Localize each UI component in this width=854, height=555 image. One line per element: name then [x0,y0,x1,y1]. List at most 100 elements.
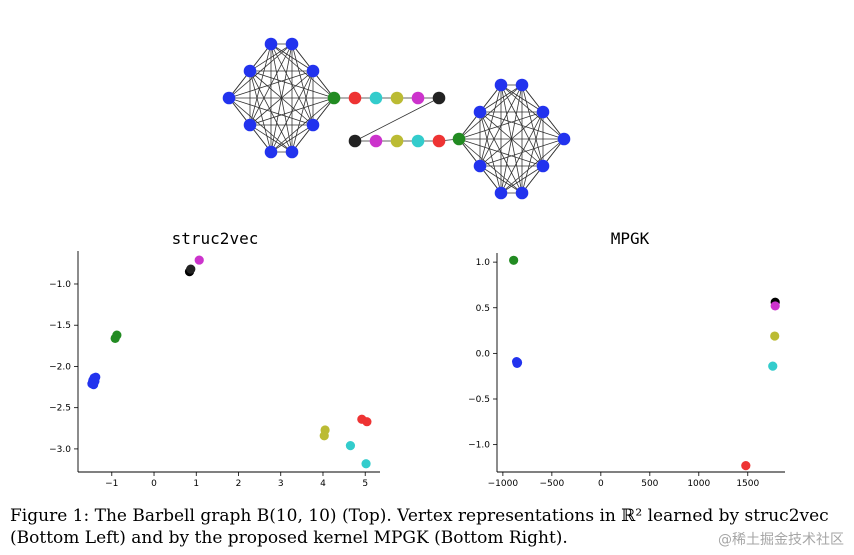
x-tick-label: 1 [193,479,199,489]
graph-node [557,132,571,146]
y-tick-label: −1.0 [49,280,71,290]
scatter-point [91,372,101,382]
y-tick-label: −3.0 [49,445,71,455]
x-tick-label: 5 [362,479,368,489]
graph-edge [270,124,314,153]
graph-edge [354,97,440,142]
scatter-point [319,431,329,441]
scatter-point [770,331,780,341]
graph-edge [458,111,544,140]
graph-edge [479,84,502,167]
scatter-point [512,358,522,369]
y-tick-label: −1.0 [468,441,490,451]
graph-edges [228,43,565,194]
graph-nodes [222,37,571,200]
y-tick-label: 1.0 [476,258,491,268]
graph-edge [228,70,314,99]
x-tick-label: 2 [236,479,242,489]
graph-node [285,37,299,51]
x-tick-label: 0 [598,479,604,489]
graph-node [536,105,550,119]
graph-edge [249,43,272,126]
graph-node [306,118,320,132]
x-tick-label: 4 [320,479,326,489]
graph-node [432,134,446,148]
figure-caption: Figure 1: The Barbell graph B(10, 10) (T… [10,505,840,549]
chart-title-mpgk: MPGK [610,229,650,248]
mpgk-panel: MPGK −1000 −500 0 500 1000 1500 1.0 0.5 0.0 −0.5−… [465,225,795,495]
graph-edge [521,111,544,194]
graph-node [390,134,404,148]
graph-node [306,64,320,78]
graph-node [390,91,404,105]
graph-node [243,64,257,78]
graph-node [264,37,278,51]
x-tick-label: −1000 [488,479,519,489]
graph-edge [479,111,502,194]
struc2vec-scatter-plot: −1 0 1 2 3 4 5 −1.0 −1.5 −2.0 −2.5 −3.0 [49,251,380,489]
x-tick-label: 3 [278,479,284,489]
y-tick-label: −1.5 [49,321,71,331]
graph-node [515,78,529,92]
graph-node [411,91,425,105]
graph-edge [249,97,335,126]
scatter-point [741,461,751,471]
graph-node [222,91,236,105]
graph-node [285,145,299,159]
graph-edge [249,70,335,99]
graph-edge [291,43,314,126]
graph-edge [270,97,335,153]
graph-edge [249,70,293,153]
barbell-graph-figure [222,37,571,200]
graph-node [494,78,508,92]
y-tick-label: −2.0 [49,362,71,372]
caption-line-2: (Bottom Left) and by the proposed kernel… [10,528,568,548]
graph-edge [479,165,523,194]
y-tick-label: 0.0 [476,349,491,359]
graph-node [348,134,362,148]
x-tick-label: 0 [151,479,157,489]
graph-node [369,134,383,148]
scatter-point [89,379,99,390]
graph-edge [249,43,293,72]
scatter-point [194,255,204,265]
mpgk-scatter-plot: −1000 −500 0 500 1000 1500 1.0 0.5 0.0 −0.5 −1.0 [468,253,785,489]
scatter-point [362,417,372,427]
graph-node [348,91,362,105]
graph-node [243,118,257,132]
x-tick-label: 500 [641,479,658,489]
graph-edge [249,70,272,153]
scatter-point [509,255,519,265]
x-tick-label: 1000 [687,479,710,489]
graph-node [473,159,487,173]
graph-edge [479,111,523,194]
graph-node [327,91,341,105]
scatter-point [361,459,371,469]
graph-node [536,159,550,173]
watermark: @稀土掘金技术社区 [716,529,846,549]
x-tick-label: −1 [105,479,118,489]
graph-node [473,105,487,119]
graph-edge [479,84,523,113]
scatter-point [768,361,778,371]
scatter-point [345,441,356,451]
graph-edge [500,138,565,194]
graph-edge [249,124,293,153]
graph-node [432,91,446,105]
y-tick-label: −0.5 [468,395,490,405]
graph-node [264,145,278,159]
struc2vec-panel: struc2vec −1 0 1 2 3 4 5 −1.0 −1.5 −2.0 −2.5 −3.0 [40,225,390,495]
graph-edge [291,70,314,153]
graph-node [494,186,508,200]
scatter-point [770,301,780,311]
graph-node [411,134,425,148]
x-tick-label: −500 [539,479,564,489]
graph-edge [521,84,544,167]
scatter-point [186,264,196,274]
scatter-point [110,333,120,344]
graph-edge [479,111,565,140]
graph-node [369,91,383,105]
graph-node [515,186,529,200]
graph-node [452,132,466,146]
graph-edge [500,165,544,194]
